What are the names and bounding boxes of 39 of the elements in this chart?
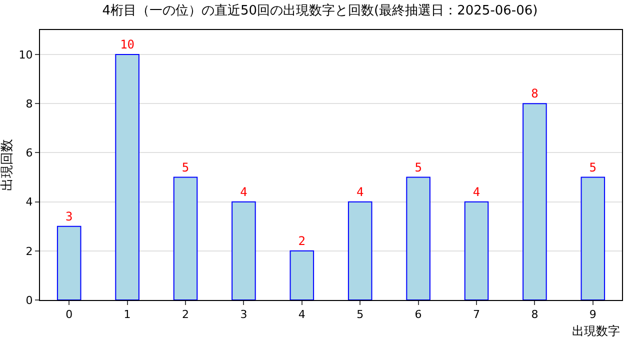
- x-tick-label: 5: [356, 308, 364, 322]
- x-tick-label: 1: [124, 308, 131, 322]
- x-tick-label: 7: [473, 308, 480, 322]
- data-label: 5: [589, 160, 597, 174]
- data-label: 4: [472, 184, 480, 199]
- bar: [173, 176, 198, 300]
- data-label: 10: [120, 38, 135, 52]
- data-label: 5: [414, 160, 422, 174]
- x-tick-label: 2: [182, 308, 189, 322]
- data-label: 5: [182, 160, 190, 174]
- x-tick-label: 9: [589, 308, 596, 322]
- x-axis-title: 出現数字: [572, 324, 620, 338]
- bar: [348, 201, 372, 300]
- bar: [406, 176, 430, 300]
- chart-title: 4桁目（一の位）の直近50回の出現数字と回数(最終抽選日：2025-06-06): [102, 2, 538, 18]
- y-tick-label: 6: [26, 146, 33, 160]
- x-tick-label: 8: [531, 308, 538, 322]
- data-label: 8: [531, 86, 538, 101]
- data-label: 4: [356, 184, 364, 199]
- y-tick-label: 0: [26, 294, 33, 307]
- bar: [232, 201, 256, 300]
- data-label: 3: [65, 209, 73, 224]
- x-tick-label: 6: [414, 308, 422, 322]
- x-tick-label: 4: [298, 308, 306, 322]
- y-tick-label: 4: [26, 196, 33, 209]
- bar: [56, 226, 82, 300]
- data-label: 4: [240, 184, 248, 199]
- y-tick-label: 10: [18, 48, 33, 62]
- bar: [580, 176, 606, 300]
- data-label: 2: [298, 234, 306, 248]
- y-axis-title: 出現回数: [0, 139, 15, 191]
- x-tick-label: 0: [66, 308, 73, 322]
- y-tick-label: 8: [26, 97, 33, 110]
- x-tick-label: 3: [240, 308, 248, 322]
- bar: [464, 201, 489, 300]
- y-tick-label: 2: [26, 244, 33, 258]
- bar: [522, 103, 547, 300]
- bar: [115, 54, 140, 300]
- bar: [290, 250, 314, 300]
